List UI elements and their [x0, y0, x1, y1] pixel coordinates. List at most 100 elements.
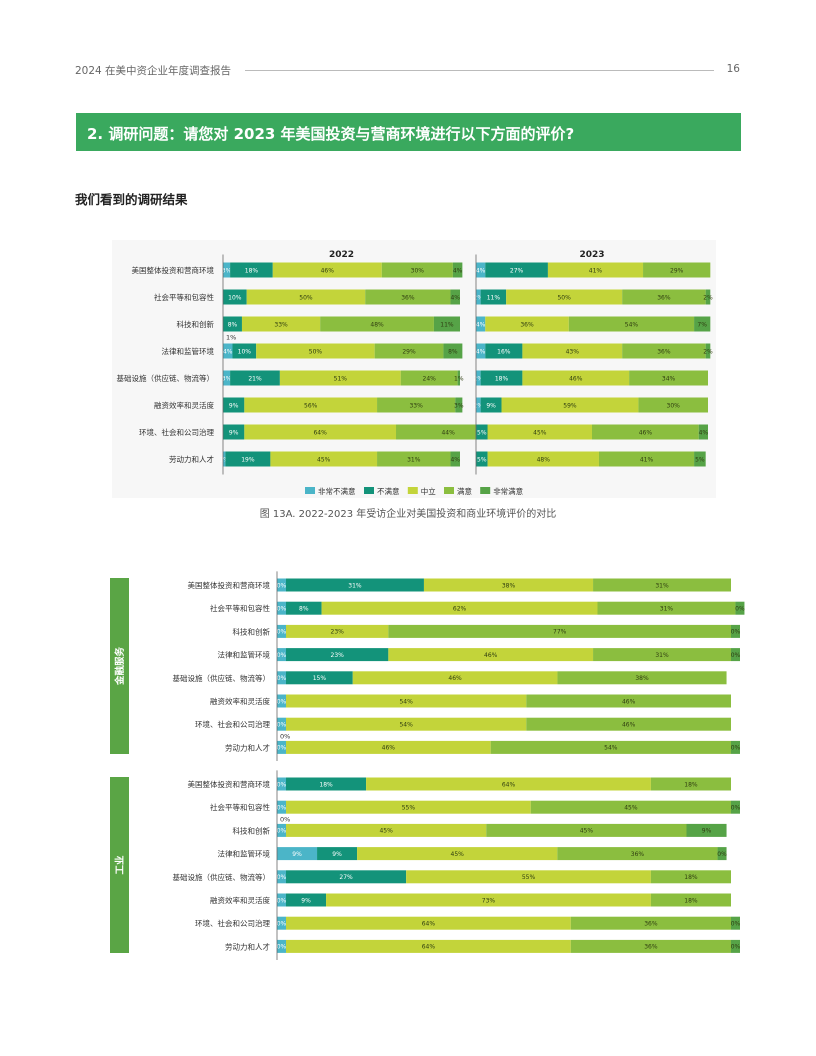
bar-segment-satisfied [388, 624, 731, 638]
data-label: 54% [625, 321, 639, 328]
sector-bar-financial [110, 578, 129, 754]
data-label: 46% [569, 375, 583, 382]
bar-segment-very-dissatisfied [277, 893, 286, 907]
data-label: 3% [222, 267, 232, 274]
data-label: 0% [735, 606, 745, 613]
bar-segment-very-satisfied [694, 316, 711, 332]
data-label: 34% [662, 375, 676, 382]
bar-segment-neutral [506, 289, 623, 305]
data-label: 73% [482, 897, 496, 904]
data-label: 24% [423, 375, 437, 382]
sector-bar-industrial [110, 777, 129, 953]
bar-segment-very-dissatisfied [476, 343, 486, 359]
bar-segment-neutral [366, 777, 651, 791]
bar-segment-satisfied [629, 370, 708, 386]
chart-panel-3: 美国整体投资和营商环境 0% 18% 64% 18% 社会平等和包容性 0% 55% 45% 0%… [173, 770, 741, 960]
category-label: 劳动力和人才 [225, 941, 270, 951]
data-label: 9% [229, 429, 239, 436]
data-label: 0% [277, 805, 287, 812]
data-label: 50% [557, 294, 571, 301]
data-label: 0% [277, 698, 287, 705]
bar-segment-very-dissatisfied [223, 262, 231, 278]
chart-panel-2: 美国整体投资和营商环境 0% 31% 38% 31% 社会平等和包容性 0% 8% 62% 31%… [173, 571, 745, 761]
data-label: 4% [699, 429, 709, 436]
bar-segment-neutral [423, 578, 594, 592]
data-label: 33% [274, 321, 288, 328]
category-label: 美国整体投资和营商环境 [188, 779, 271, 789]
bar-segment-satisfied [400, 370, 458, 386]
page-number: 16 [726, 63, 740, 75]
bar-segment-neutral [286, 624, 389, 638]
bar-segment-very-satisfied [731, 740, 740, 754]
data-label: 0% [731, 652, 741, 659]
data-label: 23% [331, 652, 345, 659]
bar-segment-dissatisfied [476, 451, 488, 467]
bar-segment-satisfied [598, 451, 695, 467]
bar-segment-very-dissatisfied [277, 823, 286, 837]
category-label: 社会平等和包容性 [210, 603, 270, 613]
bar-segment-very-dissatisfied [277, 939, 286, 953]
bar-segment-satisfied [381, 262, 453, 278]
data-label: 51% [334, 375, 348, 382]
question-text: 2. 调研问题：请您对 2023 年美国投资与营商环境进行以下方面的评价? [87, 125, 575, 143]
data-label: 64% [422, 944, 436, 951]
bar-segment-neutral [286, 740, 491, 754]
bar-segment-very-satisfied [731, 939, 740, 953]
bar-segment-neutral [279, 370, 401, 386]
data-label: 64% [313, 429, 327, 436]
bar-segment-very-satisfied [450, 289, 460, 305]
bar-segment-very-dissatisfied [223, 370, 231, 386]
data-label: 45% [379, 828, 393, 835]
bar-segment-very-satisfied [443, 343, 463, 359]
bar-segment-dissatisfied [286, 671, 353, 685]
data-label: 41% [640, 456, 654, 463]
data-label: 0% [277, 675, 287, 682]
data-label: 27% [510, 267, 524, 274]
data-label: 9% [301, 897, 311, 904]
data-label: 45% [580, 828, 594, 835]
bar-segment-very-dissatisfied [277, 694, 286, 708]
bar-segment-very-dissatisfied [277, 870, 286, 884]
category-label: 劳动力和人才 [169, 454, 214, 464]
bar-segment-very-satisfied [731, 624, 740, 638]
data-label: 4% [476, 348, 486, 355]
category-label: 美国整体投资和营商环境 [132, 265, 215, 275]
bar-segment-satisfied [650, 893, 731, 907]
bar-segment-very-dissatisfied [277, 916, 286, 930]
bar-segment-dissatisfied [485, 343, 523, 359]
bar-segment-neutral [244, 424, 397, 440]
data-label: 31% [660, 606, 674, 613]
data-label: 45% [451, 851, 465, 858]
figure-caption: 图 13A. 2022-2023 年受访企业对美国投资和商业环境评价的对比 [259, 509, 557, 520]
data-label: 5% [477, 456, 487, 463]
data-label: 44% [441, 429, 455, 436]
bar-segment-very-dissatisfied [277, 847, 318, 861]
data-label: 46% [484, 652, 498, 659]
bar-segment-very-dissatisfied [476, 370, 481, 386]
report-title: 2024 在美中资企业年度调查报告 [75, 65, 232, 77]
data-label: 4% [450, 456, 460, 463]
bar-segment-neutral [326, 893, 651, 907]
data-label: 31% [655, 652, 669, 659]
data-label: 2% [703, 294, 713, 301]
data-label: 0% [277, 874, 287, 881]
data-label: 2% [474, 294, 484, 301]
data-label: 54% [399, 722, 413, 729]
chart-title: 2023 [579, 250, 604, 260]
bar-segment-neutral [321, 601, 598, 615]
data-label: 9% [702, 828, 712, 835]
data-label: 0% [731, 629, 741, 636]
bar-segment-neutral [241, 316, 321, 332]
category-label: 社会平等和包容性 [154, 292, 214, 302]
data-label: 4% [453, 267, 463, 274]
bar-segment-neutral [501, 397, 639, 413]
category-label: 融资效率和灵活度 [154, 400, 214, 410]
bar-segment-satisfied [320, 316, 434, 332]
data-label: 29% [670, 267, 684, 274]
bar-segment-very-dissatisfied [277, 648, 286, 662]
data-label: 0% [277, 828, 287, 835]
data-label: 38% [635, 675, 649, 682]
bar-segment-dissatisfied [286, 601, 322, 615]
data-label: 4% [476, 267, 486, 274]
bar-segment-dissatisfied [480, 370, 523, 386]
